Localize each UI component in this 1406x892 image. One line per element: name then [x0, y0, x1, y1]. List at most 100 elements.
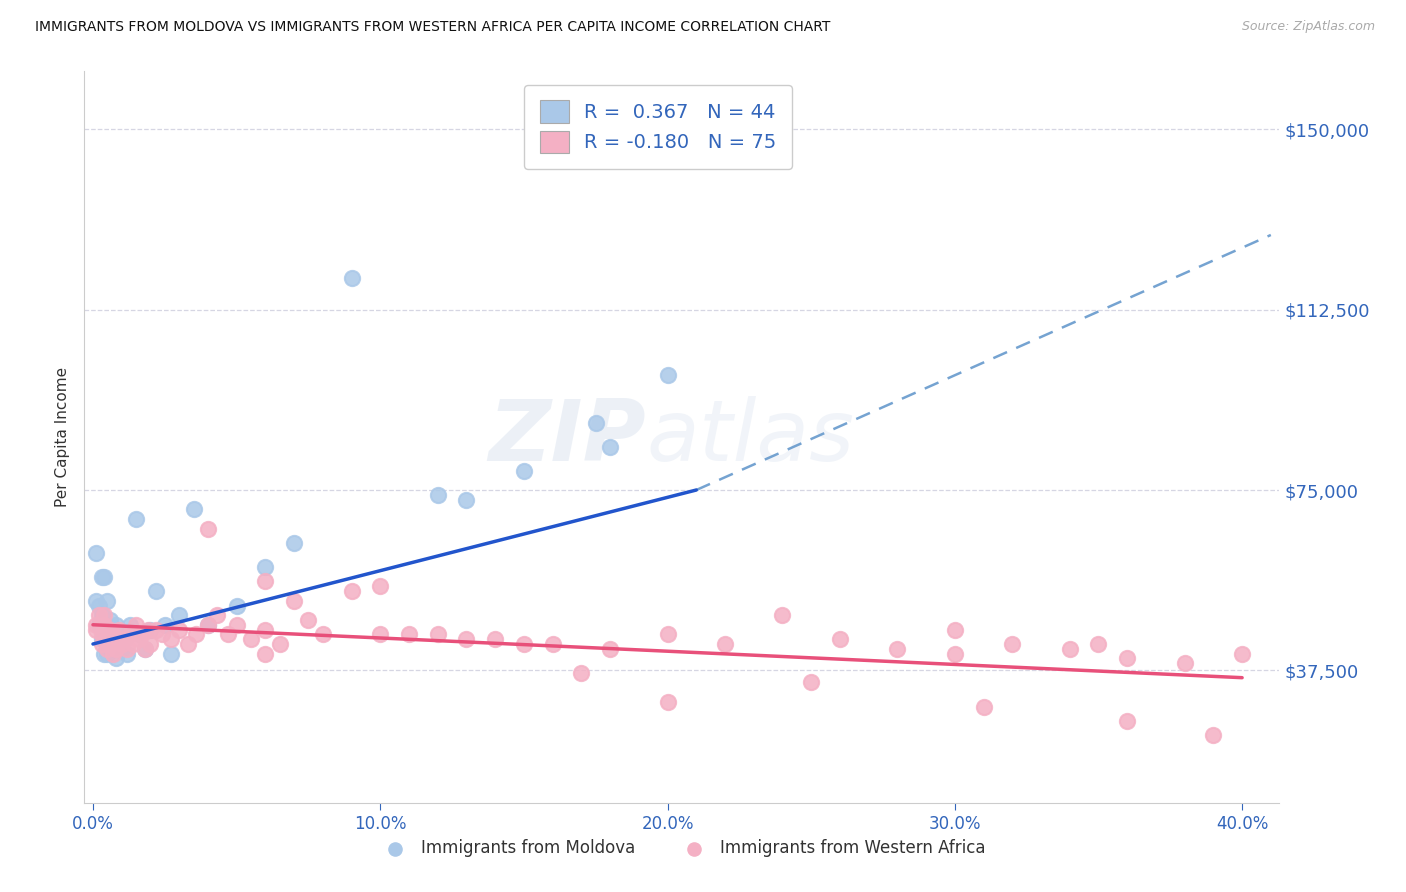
Point — [159, 647, 181, 661]
Point — [714, 637, 737, 651]
Point — [225, 617, 247, 632]
Point — [90, 637, 112, 651]
Point — [368, 579, 391, 593]
Point — [569, 665, 592, 680]
Point — [943, 647, 966, 661]
Point — [254, 647, 277, 661]
Point — [101, 627, 124, 641]
Point — [167, 623, 190, 637]
Point — [90, 569, 112, 583]
Point — [145, 623, 167, 637]
Point — [657, 368, 679, 382]
Point — [1116, 651, 1139, 665]
Text: atlas: atlas — [647, 395, 853, 479]
Point — [283, 593, 305, 607]
Point — [254, 623, 277, 637]
Point — [90, 627, 112, 641]
Point — [93, 608, 115, 623]
Point — [541, 637, 564, 651]
Point — [90, 608, 112, 623]
Point — [134, 641, 156, 656]
Point — [108, 637, 131, 651]
Point — [269, 637, 291, 651]
Point — [167, 608, 190, 623]
Point — [108, 623, 131, 637]
Point — [183, 502, 205, 516]
Point — [98, 623, 121, 637]
Point — [134, 641, 156, 656]
Point — [368, 627, 391, 641]
Point — [96, 647, 118, 661]
Point — [340, 584, 363, 599]
Point — [828, 632, 851, 647]
Point — [1230, 647, 1253, 661]
Point — [513, 637, 536, 651]
Point — [120, 617, 142, 632]
Point — [254, 560, 277, 574]
Point — [131, 627, 153, 641]
Point — [159, 632, 181, 647]
Text: IMMIGRANTS FROM MOLDOVA VS IMMIGRANTS FROM WESTERN AFRICA PER CAPITA INCOME CORR: IMMIGRANTS FROM MOLDOVA VS IMMIGRANTS FR… — [35, 20, 831, 34]
Point — [484, 632, 506, 647]
Point — [886, 641, 908, 656]
Point — [125, 512, 148, 526]
Point — [93, 647, 115, 661]
Point — [84, 545, 107, 559]
Point — [101, 627, 124, 641]
Point — [312, 627, 335, 641]
Point — [128, 632, 150, 647]
Text: Source: ZipAtlas.com: Source: ZipAtlas.com — [1241, 20, 1375, 33]
Point — [657, 627, 679, 641]
Point — [205, 608, 228, 623]
Point — [104, 651, 127, 665]
Point — [96, 641, 118, 656]
Point — [139, 637, 162, 651]
Point — [114, 632, 136, 647]
Point — [456, 492, 478, 507]
Point — [104, 632, 127, 647]
Point — [87, 617, 110, 632]
Point — [98, 637, 121, 651]
Point — [426, 488, 449, 502]
Point — [93, 623, 115, 637]
Point — [1174, 657, 1197, 671]
Point — [101, 641, 124, 656]
Point — [90, 632, 112, 647]
Point — [1087, 637, 1109, 651]
Point — [84, 623, 107, 637]
Point — [197, 521, 219, 535]
Point — [87, 608, 110, 623]
Text: ZIP: ZIP — [488, 395, 647, 479]
Point — [136, 623, 159, 637]
Point — [117, 641, 139, 656]
Point — [186, 627, 208, 641]
Point — [98, 613, 121, 627]
Point — [1059, 641, 1081, 656]
Point — [98, 637, 121, 651]
Point — [96, 623, 118, 637]
Point — [177, 637, 200, 651]
Point — [657, 695, 679, 709]
Point — [139, 623, 162, 637]
Point — [1202, 728, 1225, 742]
Point — [93, 569, 115, 583]
Point — [111, 637, 134, 651]
Y-axis label: Per Capita Income: Per Capita Income — [55, 367, 70, 508]
Point — [125, 617, 148, 632]
Point — [1001, 637, 1024, 651]
Point — [96, 593, 118, 607]
Point — [128, 627, 150, 641]
Point — [150, 627, 173, 641]
Point — [772, 608, 794, 623]
Point — [197, 617, 219, 632]
Point — [240, 632, 263, 647]
Point — [398, 627, 420, 641]
Point — [1116, 714, 1139, 728]
Point — [456, 632, 478, 647]
Point — [340, 271, 363, 285]
Point — [599, 440, 621, 454]
Point — [426, 627, 449, 641]
Point — [93, 617, 115, 632]
Point — [96, 632, 118, 647]
Point — [145, 584, 167, 599]
